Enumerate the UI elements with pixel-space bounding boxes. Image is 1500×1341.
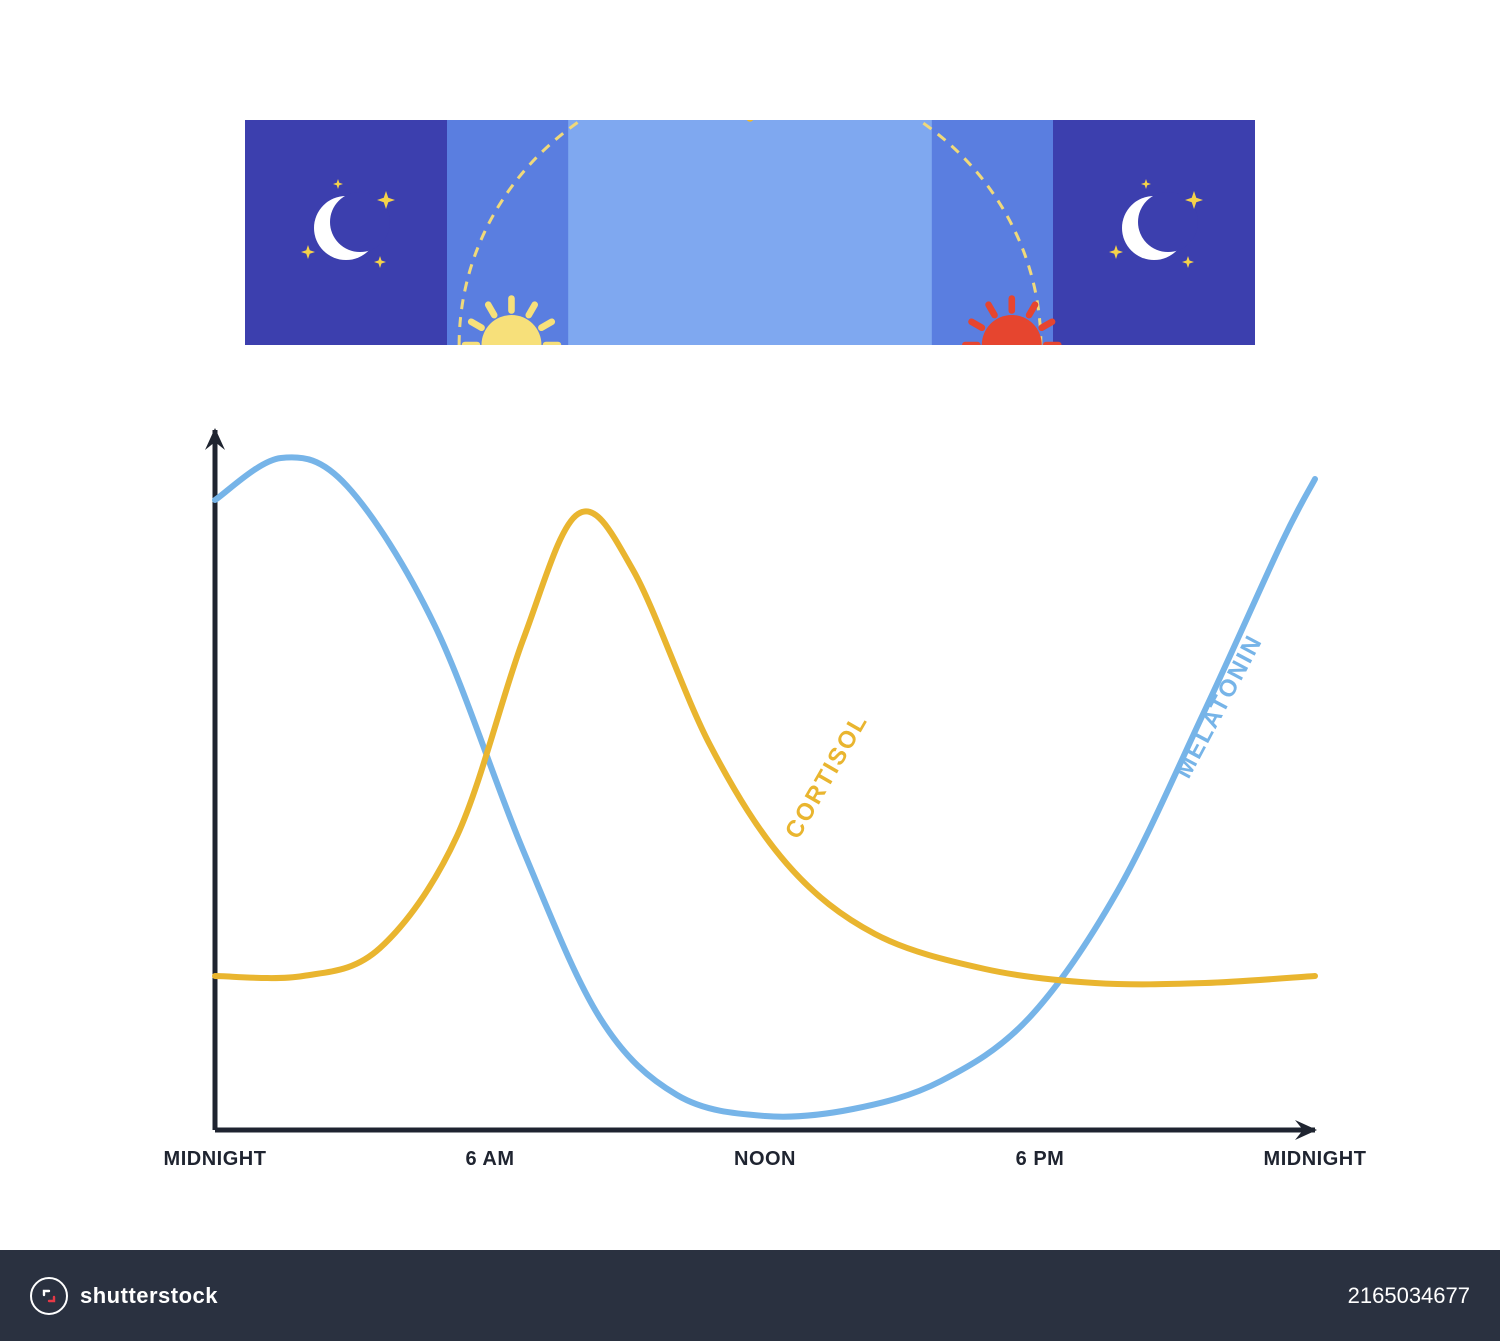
footer-bar: shutterstock 2165034677 (0, 1250, 1500, 1341)
x-tick-label: MIDNIGHT (1264, 1148, 1367, 1171)
x-tick-label: 6 PM (1016, 1148, 1065, 1171)
x-tick-label: 6 AM (465, 1148, 514, 1171)
hormone-chart (0, 0, 1500, 1341)
x-tick-label: NOON (734, 1148, 796, 1171)
shutterstock-logo-icon (30, 1277, 68, 1315)
x-tick-label: MIDNIGHT (164, 1148, 267, 1171)
footer-brand: shutterstock (30, 1277, 218, 1315)
footer-image-id: 2165034677 (1348, 1283, 1470, 1309)
footer-brand-text: shutterstock (80, 1283, 218, 1309)
figure-canvas: MIDNIGHT6 AMNOON6 PMMIDNIGHT CORTISOL ME… (0, 0, 1500, 1341)
